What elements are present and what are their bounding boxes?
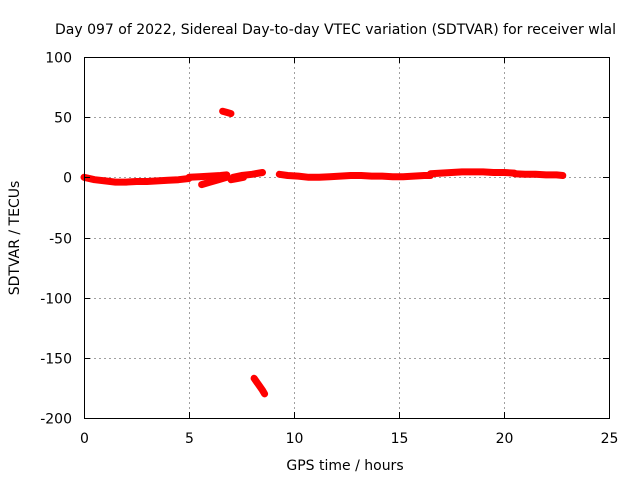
x-tick-label: 15: [391, 431, 409, 447]
y-tick-label: -150: [40, 352, 72, 368]
data-points: [80, 107, 567, 398]
y-tick-label: -100: [40, 292, 72, 308]
data-segment: [275, 170, 434, 181]
data-segment: [198, 173, 231, 189]
y-tick-labels: -200 -150 -100 -50 0 50 100: [40, 51, 72, 428]
data-segment: [427, 168, 518, 178]
x-axis-label: GPS time / hours: [286, 458, 403, 474]
data-segment: [511, 170, 567, 179]
y-tick-label: 50: [54, 111, 72, 127]
y-tick-label: 0: [63, 171, 72, 187]
data-segment: [80, 173, 193, 186]
x-tick-label: 0: [80, 431, 89, 447]
axis-ticks: [84, 57, 610, 419]
x-tick-label: 25: [601, 431, 619, 447]
data-segment: [219, 107, 235, 118]
grid-lines: [84, 57, 609, 418]
x-tick-label: 5: [185, 431, 194, 447]
data-segment: [250, 374, 269, 398]
y-tick-label: 100: [45, 51, 72, 67]
x-tick-label: 10: [286, 431, 304, 447]
x-tick-label: 20: [496, 431, 514, 447]
data-segment: [227, 173, 248, 184]
y-axis-label: SDTVAR / TECUs: [7, 181, 23, 296]
x-tick-labels: 0 5 10 15 20 25: [80, 431, 618, 447]
y-tick-label: -50: [49, 232, 72, 248]
chart-title: Day 097 of 2022, Sidereal Day-to-day VTE…: [55, 22, 616, 38]
y-tick-label: -200: [40, 412, 72, 428]
